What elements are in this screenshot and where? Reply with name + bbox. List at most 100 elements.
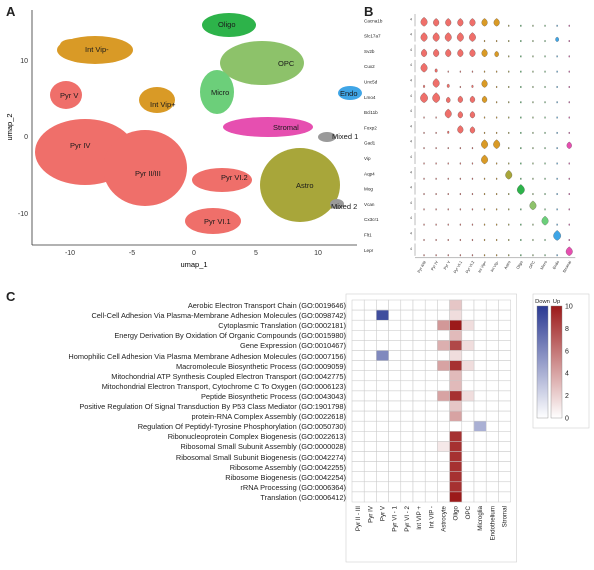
cluster-label-int-vip-minus: Int Vip- — [85, 45, 109, 54]
violin-shape — [566, 141, 572, 149]
heatmap-cell — [412, 299, 426, 311]
heatmap-cell — [400, 390, 414, 402]
violin-cluster-label: Astro — [504, 260, 512, 270]
violin-shape — [568, 208, 570, 211]
heatmap-cell — [388, 350, 402, 361]
heatmap-cell — [400, 481, 414, 493]
violin-shape — [568, 116, 570, 119]
heatmap-cell — [363, 410, 377, 422]
heatmap-cell — [400, 471, 414, 483]
violin-shape — [532, 101, 534, 104]
cluster-label-mixed-1: Mixed 1 — [332, 132, 358, 141]
heatmap-cell — [473, 481, 487, 493]
violin-shape — [471, 223, 474, 226]
cluster-label-pyr-vi-2: Pyr VI.2 — [221, 173, 248, 182]
heatmap-cell — [498, 340, 511, 351]
heatmap-cell — [437, 370, 450, 382]
heatmap-cell — [400, 330, 414, 341]
heatmap-cell — [412, 461, 426, 472]
go-term-label: rRNA Processing (GO:0006364) — [240, 482, 346, 492]
violin-shape — [423, 147, 425, 150]
heatmap-cell — [351, 461, 365, 472]
heatmap-cell — [473, 380, 487, 392]
violin-shape — [423, 208, 425, 211]
heatmap-cell — [351, 319, 365, 331]
go-term-label: Mitochondrial ATP Synthesis Coupled Elec… — [111, 371, 346, 381]
heatmap-column-label: Oligo — [453, 505, 460, 520]
violin-shape — [556, 177, 558, 180]
heatmap-cell — [363, 380, 377, 392]
heatmap-cell — [412, 471, 426, 483]
heatmap-cell — [437, 481, 450, 493]
violin-y-tick: 4 — [410, 48, 412, 52]
violin-shape — [423, 193, 425, 196]
cluster-blob-pyr-ii-iii — [103, 130, 187, 206]
go-term-label: Ribosomal Small Subunit Assembly (GO:000… — [180, 442, 346, 452]
heatmap-filled-cell — [449, 491, 463, 503]
violin-shape — [423, 254, 425, 257]
violin-shape — [435, 208, 437, 211]
heatmap-cell — [388, 441, 402, 452]
violin-shape — [435, 131, 437, 134]
violin-shape — [520, 162, 522, 165]
violin-gene-label: Gad1 — [364, 141, 376, 146]
heatmap-cell — [400, 431, 414, 442]
violin-shape — [568, 177, 570, 180]
heatmap-filled-cell — [449, 481, 463, 493]
violin-shape — [508, 193, 510, 196]
heatmap-cell — [473, 330, 487, 341]
heatmap-cell — [473, 299, 487, 311]
violin-shape — [447, 147, 449, 150]
violin-shape — [496, 40, 498, 43]
violin-shape — [447, 208, 449, 211]
violin-shape — [568, 193, 570, 196]
violin-shape — [532, 177, 534, 180]
heatmap-cell — [473, 390, 487, 402]
violin-shape — [556, 70, 558, 73]
cluster-blob-opc — [220, 41, 304, 85]
violin-shape — [520, 116, 522, 119]
violin-shape — [532, 238, 534, 241]
umap-x-tick: -10 — [65, 250, 75, 257]
violin-shape — [423, 116, 425, 119]
violin-shape — [568, 55, 570, 58]
heatmap-cell — [485, 380, 499, 392]
go-term-label: Peptide Biosynthetic Process (GO:0043043… — [200, 391, 346, 401]
violin-cluster-label: Pyr V — [443, 260, 451, 270]
violin-shape — [469, 32, 476, 42]
heatmap-column-label: Pyr IV — [367, 505, 374, 523]
violin-shape — [481, 95, 488, 103]
violin-shape — [444, 32, 452, 42]
violin-shape — [568, 162, 570, 165]
heatmap-cell — [363, 299, 377, 311]
violin-gene-label: Lepr — [364, 248, 374, 253]
violin-shape — [457, 125, 464, 134]
heatmap-cell — [473, 350, 487, 361]
violin-shape — [471, 70, 474, 73]
violin-shape — [446, 83, 450, 88]
cluster-blob-stromal — [223, 117, 313, 137]
violin-shape — [434, 68, 438, 73]
heatmap-cell — [498, 461, 511, 472]
violin-shape — [459, 177, 461, 180]
heatmap-cell — [473, 461, 487, 472]
violin-shape — [532, 223, 534, 226]
cluster-blob-endo — [338, 86, 362, 100]
violin-shape — [556, 223, 558, 226]
violin-shape — [544, 238, 546, 241]
heatmap-cell — [461, 330, 475, 341]
heatmap-cell — [485, 390, 499, 402]
violin-shape — [496, 85, 498, 88]
heatmap-filled-cell — [449, 299, 463, 311]
legend-tick: 6 — [565, 348, 569, 355]
violin-shape — [496, 254, 498, 257]
heatmap-cell — [400, 400, 414, 412]
heatmap-cell — [376, 481, 389, 493]
violin-shape — [520, 101, 522, 104]
cluster-blob-pyr-vi-2 — [192, 168, 252, 192]
heatmap-cell — [424, 390, 438, 402]
violin-shape — [544, 177, 546, 180]
heatmap-cell — [461, 481, 475, 493]
violin-shape — [493, 139, 501, 149]
heatmap-cell — [351, 330, 365, 341]
